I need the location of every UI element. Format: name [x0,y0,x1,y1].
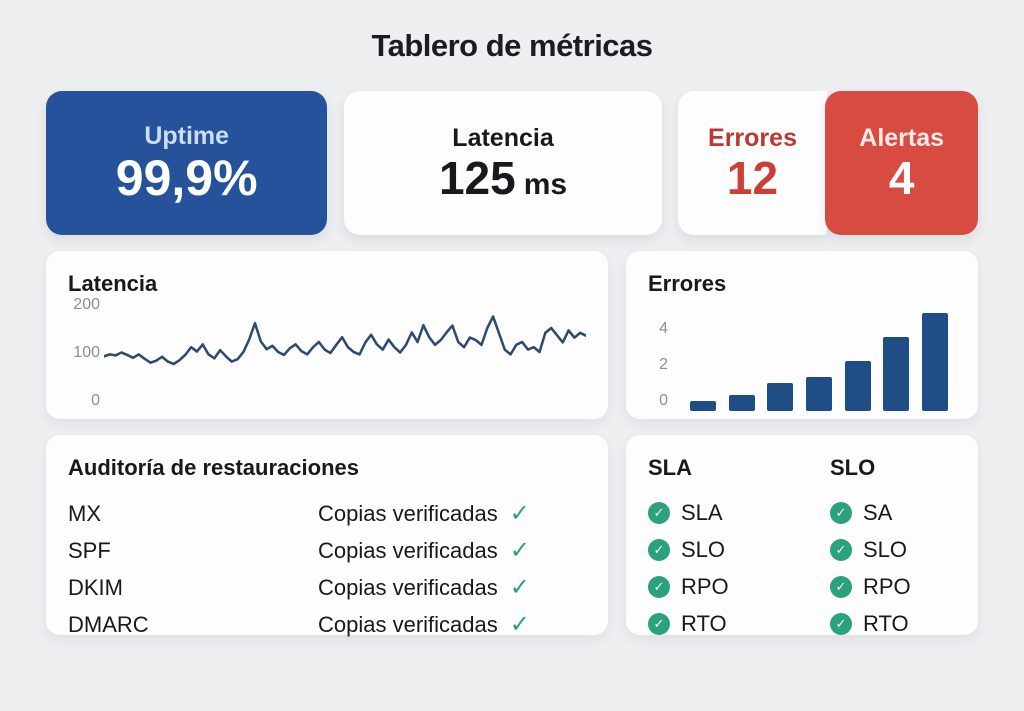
compliance-item-label: SA [863,499,893,525]
audit-row-dkim: DKIM Copias verificadas ✓ [68,569,586,606]
uptime-label: Uptime [144,121,230,150]
latency-chart: 200 100 0 [68,297,586,409]
latency-label: Latencia [452,123,554,152]
latency-line-plot [104,305,586,401]
compliance-item-label: RTO [863,610,909,636]
compliance-column-sla: SLA ✓ SLA ✓ SLO ✓ RPO ✓ RTO [648,451,830,642]
compliance-item: ✓ RPO [830,568,956,605]
check-icon: ✓ [509,610,530,638]
latency-panel-title: Latencia [68,271,158,296]
compliance-item: ✓ SLA [648,494,830,531]
audit-status-text: Copias verificadas [318,574,498,600]
audit-panel: Auditoría de restauraciones MX Copias ve… [46,435,608,637]
compliance-panel: SLA ✓ SLA ✓ SLO ✓ RPO ✓ RTO [626,435,978,636]
uptime-value: 99,9% [115,149,258,206]
compliance-item: ✓ RPO [648,568,830,605]
compliance-item: ✓ SA [830,494,956,531]
latency-number: 125 [438,151,516,204]
y-tick: 0 [91,392,100,409]
y-tick: 0 [659,392,668,409]
errors-label: Errores [708,123,797,152]
kpi-card-uptime[interactable]: Uptime 99,9% [46,91,328,235]
compliance-item-label: SLO [863,536,908,562]
alerts-value: 4 [888,151,915,204]
y-tick: 2 [659,356,668,373]
alerts-label: Alertas [859,123,945,152]
error-bar [690,401,716,411]
check-circle-icon: ✓ [648,575,670,598]
compliance-item: ✓ RTO [648,605,830,642]
audit-record-name: MX [68,500,101,526]
check-circle-icon: ✓ [648,612,670,635]
page-title: Tablero de métricas [371,28,653,63]
check-icon: ✓ [509,499,530,527]
audit-status-text: Copias verificadas [318,537,498,563]
metrics-dashboard: Tablero de métricas Uptime 99,9% Latenci… [0,28,1024,711]
check-circle-icon: ✓ [648,538,670,561]
compliance-item-label: SLA [681,499,723,525]
check-icon: ✓ [509,573,530,601]
kpi-row: Uptime 99,9% Latencia 125 ms Errores 12 … [46,91,978,235]
errors-y-axis: 4 2 0 [648,299,674,411]
errors-bars [674,299,956,411]
audit-record-name: DKIM [68,574,123,600]
error-bar [883,337,910,411]
audit-record-status: Copias verificadas ✓ [318,538,530,564]
error-bar [921,313,948,411]
kpi-card-alerts[interactable]: Alertas 4 [825,91,978,235]
y-tick: 100 [73,344,100,361]
latency-value: 125 ms [439,153,567,204]
charts-row: Latencia 200 100 0 Errores 4 2 0 [46,251,978,419]
kpi-card-errors[interactable]: Errores 12 [677,91,828,235]
compliance-item-label: RTO [681,610,727,636]
y-tick: 4 [659,320,668,337]
audit-row-mx: MX Copias verificadas ✓ [68,495,586,532]
compliance-column-header: SLA [648,455,692,480]
errors-chart: 4 2 0 [648,299,956,411]
audit-record-name: SPF [68,537,111,563]
compliance-item: ✓ RTO [830,605,956,642]
check-circle-icon: ✓ [830,538,852,561]
compliance-item: ✓ SLO [648,531,830,568]
check-circle-icon: ✓ [830,501,852,524]
audit-status-text: Copias verificadas [318,500,498,526]
error-bar [805,377,832,411]
latency-line-series [104,315,586,366]
check-circle-icon: ✓ [648,501,670,524]
audit-row-dmarc: DMARC Copias verificadas ✓ [68,606,586,643]
audit-record-status: Copias verificadas ✓ [318,501,530,527]
audit-record-status: Copias verificadas ✓ [318,612,530,638]
kpi-card-latency[interactable]: Latencia 125 ms [344,91,662,235]
audit-status-text: Copias verificadas [318,611,498,637]
y-tick: 200 [73,296,100,313]
error-bar [728,395,755,411]
compliance-item: ✓ SLO [830,531,956,568]
latency-chart-panel: Latencia 200 100 0 [46,251,608,419]
errors-value: 12 [726,151,779,204]
compliance-column-header: SLO [830,455,876,480]
audit-record-status: Copias verificadas ✓ [318,575,530,601]
compliance-columns: SLA ✓ SLA ✓ SLO ✓ RPO ✓ RTO [648,451,956,642]
audit-record-name: DMARC [68,611,149,637]
error-bar [767,383,794,411]
audit-row-spf: SPF Copias verificadas ✓ [68,532,586,569]
latency-line-chart [104,315,586,366]
compliance-column-slo: SLO ✓ SA ✓ SLO ✓ RPO ✓ RTO [830,451,956,642]
audit-rows: MX Copias verificadas ✓ SPF Copias verif… [68,495,586,643]
check-circle-icon: ✓ [830,575,852,598]
errors-panel-title: Errores [648,271,727,296]
latency-unit: ms [523,167,568,201]
compliance-item-label: RPO [681,573,729,599]
check-icon: ✓ [509,536,530,564]
compliance-item-label: SLO [681,536,726,562]
lists-row: Auditoría de restauraciones MX Copias ve… [46,435,978,637]
check-circle-icon: ✓ [830,612,852,635]
errors-chart-panel: Errores 4 2 0 [626,251,978,419]
compliance-item-label: RPO [863,573,911,599]
error-bar [844,361,871,411]
audit-panel-title: Auditoría de restauraciones [68,455,359,480]
latency-y-axis: 200 100 0 [68,297,104,409]
